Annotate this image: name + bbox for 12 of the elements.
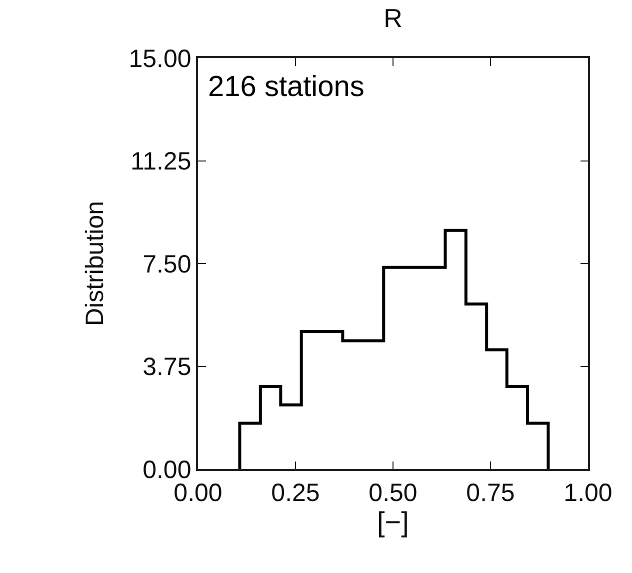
x-tick-label: 0.50 [368,478,418,507]
x-axis-title: [−] [377,506,409,538]
y-tick-label: 15.00 [128,44,192,73]
chart-title: R [384,2,402,33]
annotation: 216 stations [208,71,364,103]
x-tick-label: 0.25 [271,478,320,507]
y-axis-title: Distribution [80,200,109,326]
y-tick-label: 11.25 [130,148,192,176]
x-tick-label: 0.75 [466,478,515,507]
y-tick-label: 3.75 [142,353,192,381]
x-tick-label: 1.00 [564,478,612,507]
y-tick-label: 7.50 [142,250,192,278]
